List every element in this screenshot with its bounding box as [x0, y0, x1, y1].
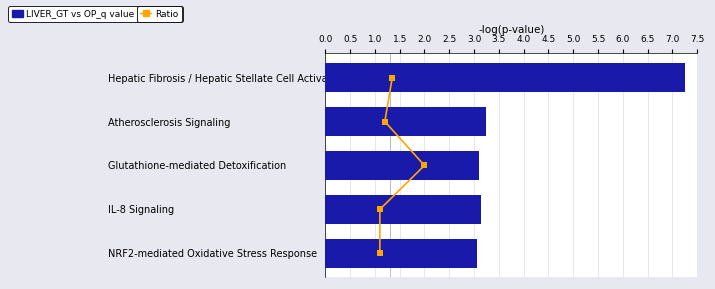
Point	[379, 119, 390, 124]
Legend: Ratio: Ratio	[137, 6, 182, 22]
Bar	[325, 195, 481, 224]
Point	[374, 207, 385, 212]
Bar	[325, 151, 479, 180]
Point	[374, 251, 385, 255]
Bar	[325, 63, 685, 92]
Point	[419, 163, 430, 168]
X-axis label: -log(p-value): -log(p-value)	[478, 25, 544, 35]
Point	[387, 75, 398, 80]
Bar	[325, 107, 486, 136]
Legend: LIVER_GT vs OP_q value 0.05_FC2: LIVER_GT vs OP_q value 0.05_FC2	[8, 6, 182, 22]
Bar	[325, 239, 476, 268]
